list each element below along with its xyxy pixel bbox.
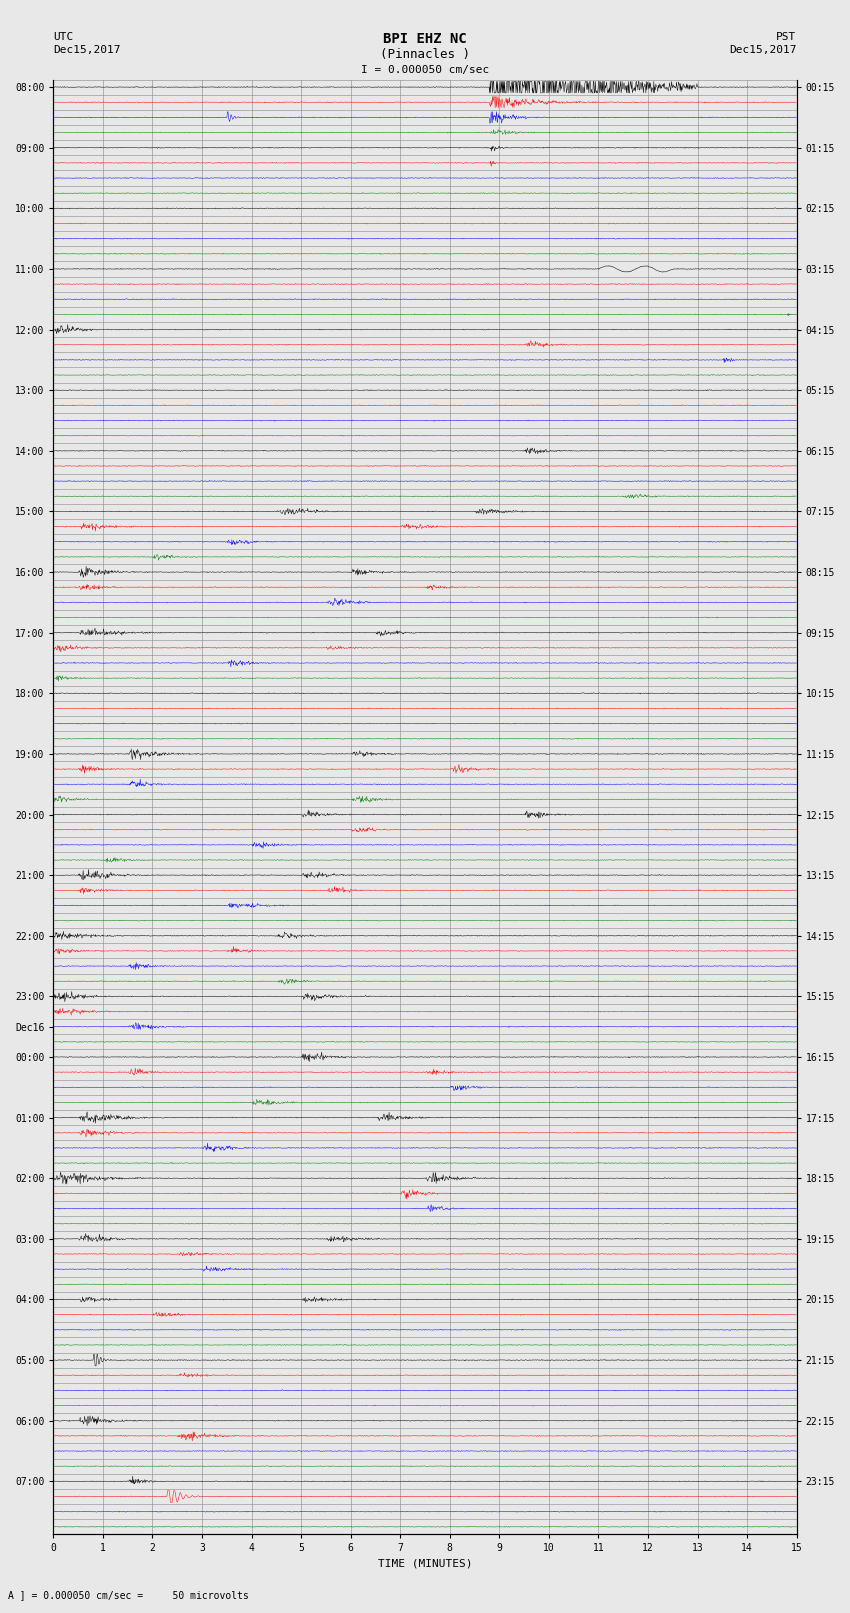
Text: UTC: UTC: [54, 32, 74, 42]
Text: Dec15,2017: Dec15,2017: [54, 45, 121, 55]
X-axis label: TIME (MINUTES): TIME (MINUTES): [377, 1560, 473, 1569]
Text: Dec15,2017: Dec15,2017: [729, 45, 796, 55]
Text: I = 0.000050 cm/sec: I = 0.000050 cm/sec: [361, 65, 489, 74]
Text: PST: PST: [776, 32, 796, 42]
Text: A ] = 0.000050 cm/sec =     50 microvolts: A ] = 0.000050 cm/sec = 50 microvolts: [8, 1590, 249, 1600]
Text: (Pinnacles ): (Pinnacles ): [380, 48, 470, 61]
Text: BPI EHZ NC: BPI EHZ NC: [383, 32, 467, 47]
